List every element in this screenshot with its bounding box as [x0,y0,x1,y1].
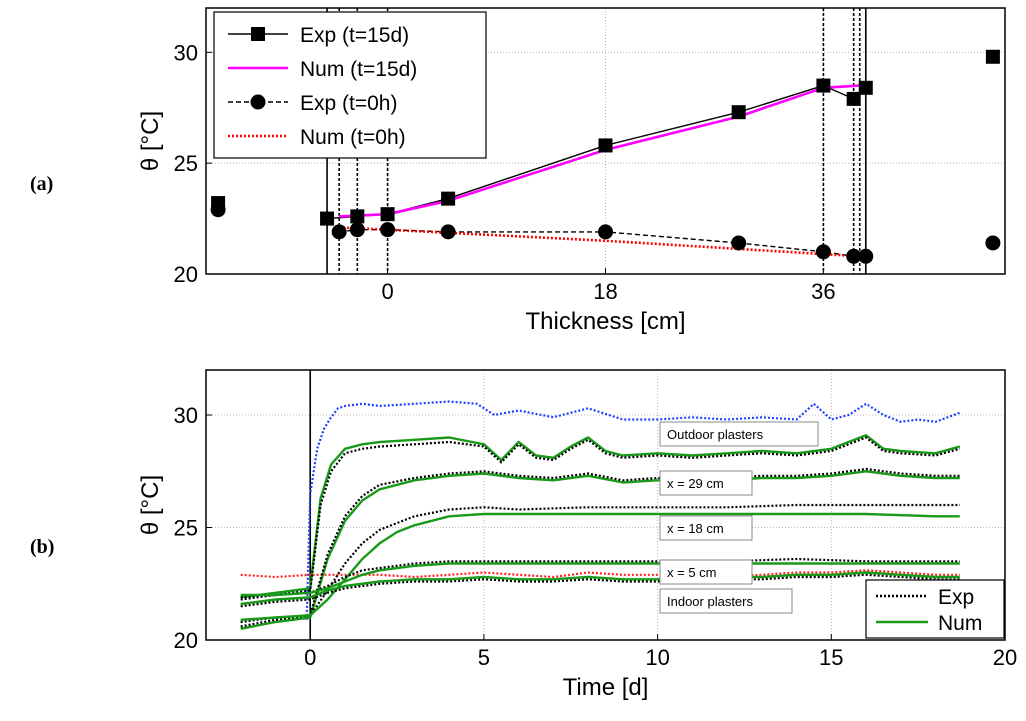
data-point-square [380,207,395,222]
legend-label: Exp (t=0h) [300,92,397,115]
data-point-circle [331,224,347,240]
x-tick-label: 36 [811,279,835,304]
x-tick-label: 5 [478,645,490,670]
annotation-indoor-plasters: Indoor plasters [659,588,793,614]
annotation-box [659,588,793,614]
annotation-label: x = 29 cm [667,476,724,491]
annotation-outdoor-plasters: Outdoor plasters [659,421,819,447]
data-point-square [350,209,365,224]
data-point-circle [731,235,747,251]
panel-b-plot-frame [205,369,1006,641]
legend-marker [250,94,266,110]
panel-a-legend: Exp (t=15d) Num (t=15d) Exp (t=0h) Num (t=0… [213,11,487,159]
series-line-x-5-cm-exp [240,557,960,599]
data-point-circle [440,224,456,240]
series-line-outdoor-air-temperature [305,400,961,620]
annotation-x-18-cm: x = 18 cm [659,515,753,541]
panel-a-x-axis-label: Thickness [cm] [525,308,685,335]
panel-b-label: (b) [30,536,54,558]
annotation-label: x = 18 cm [667,521,724,536]
x-tick-label: 0 [304,645,316,670]
x-tick-label: 10 [645,645,669,670]
y-tick-label: 30 [174,40,198,65]
legend-label: Num (t=0h) [300,126,406,149]
panel-b-legend: Exp Num [865,579,1005,639]
x-tick-label: 20 [993,645,1017,670]
annotation-box [659,515,753,541]
boundary-point-square [985,49,1000,64]
series-line-x-5-cm-num [240,562,960,597]
data-point-circle [815,244,831,260]
y-tick-label: 25 [174,151,198,176]
x-tick-label: 15 [819,645,843,670]
legend-label: Exp [938,586,974,609]
panel-a-label: (a) [30,173,53,195]
x-tick-label: 18 [593,279,617,304]
annotation-box [659,559,753,585]
data-point-circle [858,248,874,264]
data-point-circle [846,248,862,264]
data-point-circle [349,222,365,238]
data-point-square [731,105,746,120]
data-point-square [320,211,335,226]
panel-a-y-axis-label: θ [°C] [137,111,164,171]
y-tick-label: 30 [174,403,198,428]
series-line-num-t-0h [339,226,860,258]
data-point-square [858,80,873,95]
annotation-box [659,470,753,496]
annotation-box [659,421,819,447]
y-tick-label: 20 [174,262,198,287]
legend-box [865,579,1005,639]
series-line-x-18-cm-num [240,512,960,621]
legend-label: Num (t=15d) [300,58,417,81]
annotation-label: Outdoor plasters [667,427,764,442]
series-line-indoor-plasters-exp [240,573,960,608]
boundary-point-circle [985,235,1001,251]
data-point-square [598,138,613,153]
annotation-label: x = 5 cm [667,565,717,580]
annotation-x-29-cm: x = 29 cm [659,470,753,496]
legend-label: Exp (t=15d) [300,24,409,47]
panel-b-x-axis-label: Time [d] [563,674,649,701]
series-line-x-18-cm-exp [240,503,960,624]
data-point-square [816,78,831,93]
x-tick-label: 0 [381,279,393,304]
panel-b-y-axis-label: θ [°C] [137,475,164,535]
series-line-x-29-cm-exp [240,467,960,628]
y-tick-label: 20 [174,628,198,653]
boundary-point-circle [210,202,226,218]
annotation-x-5-cm: x = 5 cm [659,559,753,585]
data-point-square [441,191,456,206]
panel-b-chart: 0 5 10 15 20 20 25 30 Outdoor plasters x = 29 cm… [137,369,1017,701]
legend-marker [251,27,265,41]
series-line-indoor-plasters-num [240,571,960,606]
y-tick-label: 25 [174,516,198,541]
series-line-outdoor-plasters-num [240,434,961,599]
data-point-circle [380,222,396,238]
series-line-x-29-cm-num [240,470,960,630]
data-point-circle [598,224,613,240]
annotation-label: Indoor plasters [667,594,753,609]
panel-a-chart: 0 18 36 20 25 30 Thickness [cm] θ [°C] Exp (t… [137,7,1006,335]
data-point-square [846,91,861,106]
legend-label: Num [938,612,982,635]
